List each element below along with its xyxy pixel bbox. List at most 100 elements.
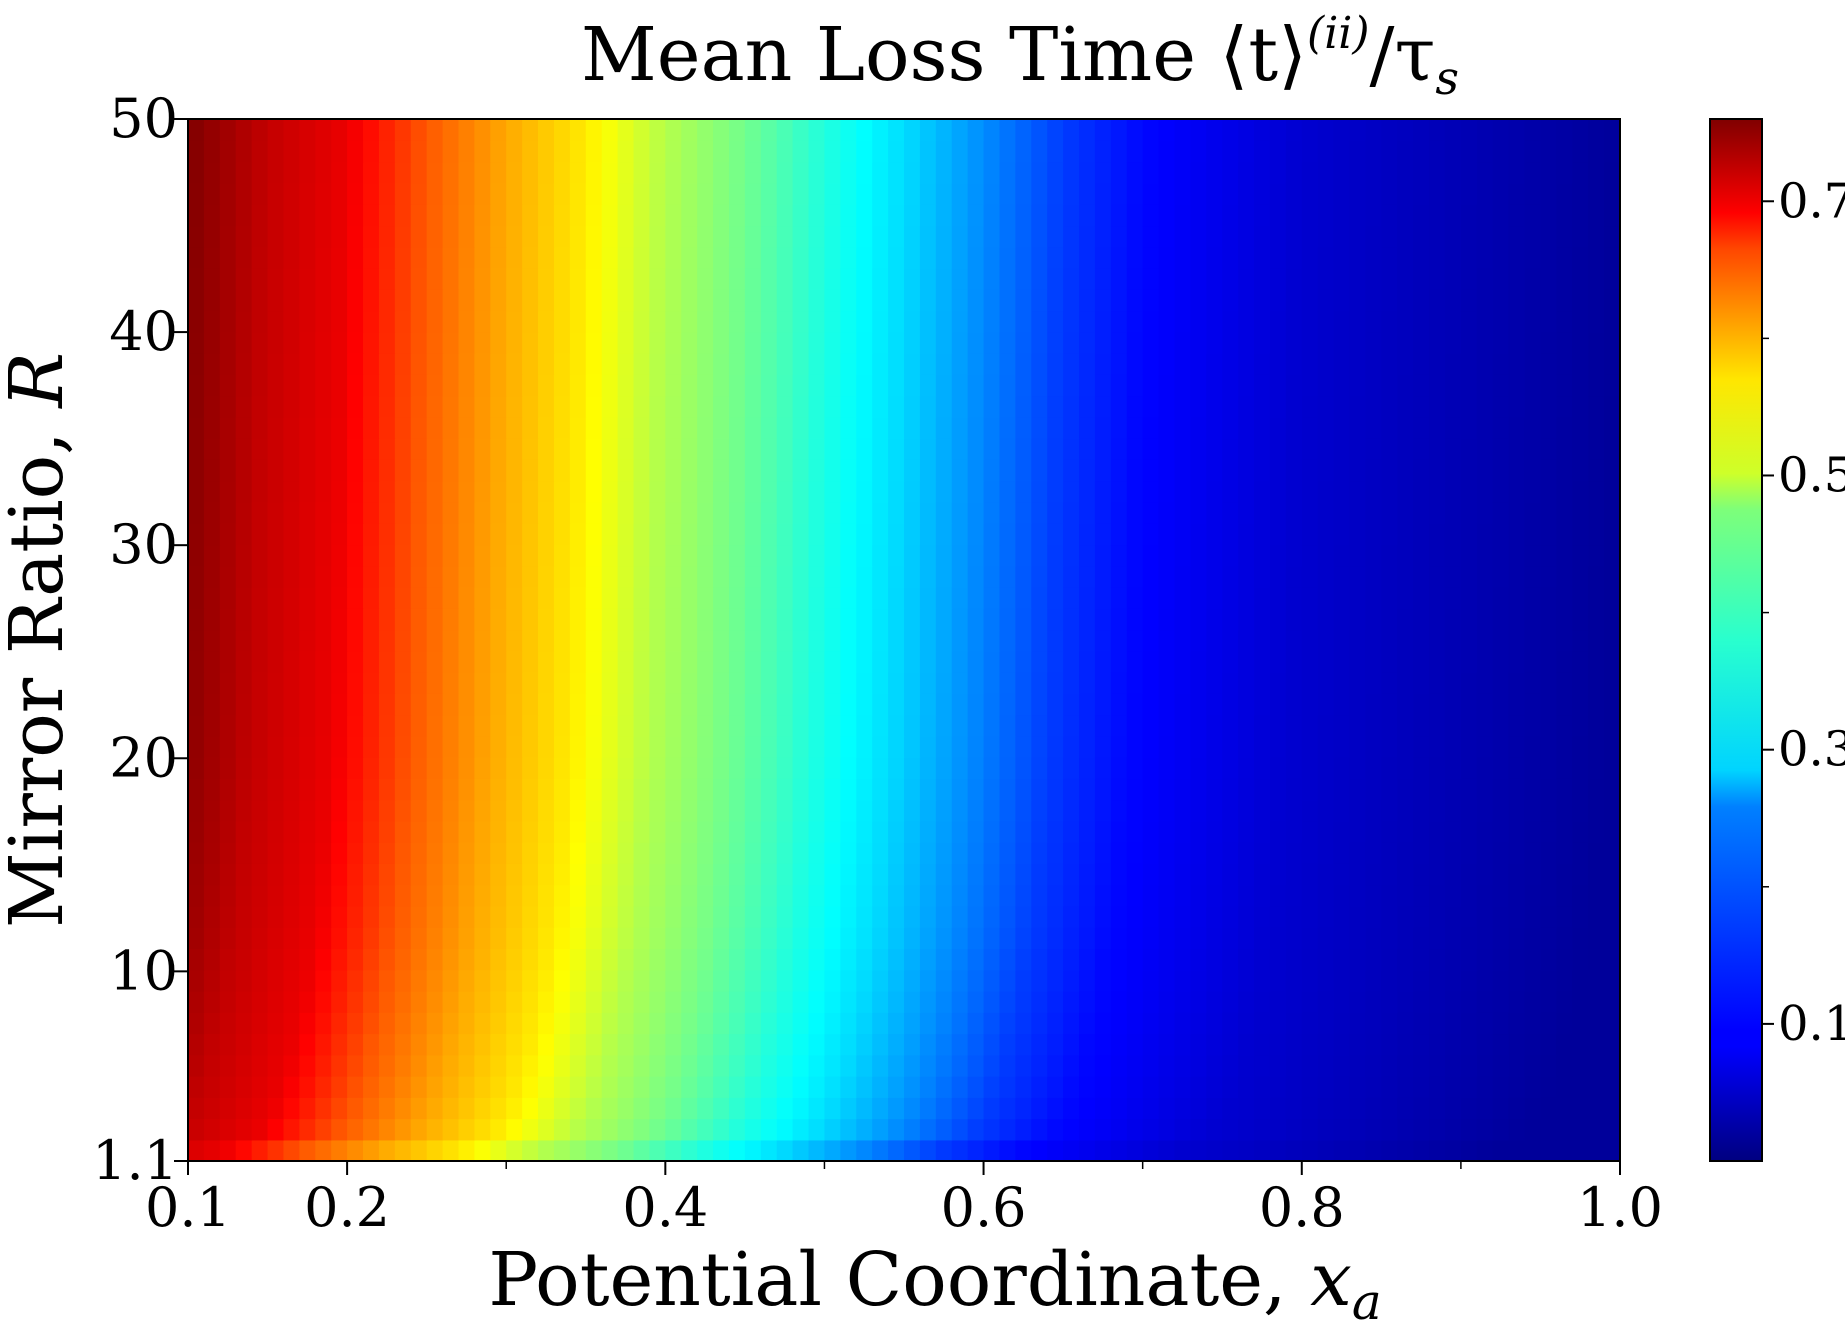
heatmap-cell bbox=[506, 501, 523, 524]
heatmap-cell bbox=[538, 161, 555, 184]
heatmap-cell bbox=[315, 778, 332, 801]
heatmap-cell bbox=[856, 331, 873, 354]
heatmap-cell bbox=[919, 225, 937, 248]
heatmap-cell bbox=[697, 246, 714, 269]
heatmap-cell bbox=[267, 927, 285, 950]
heatmap-cell bbox=[633, 820, 651, 843]
heatmap-cell bbox=[235, 586, 253, 609]
heatmap-cell bbox=[188, 1075, 205, 1098]
heatmap-cell bbox=[999, 204, 1017, 227]
heatmap-cell bbox=[824, 1118, 842, 1141]
heatmap-cell bbox=[856, 1012, 873, 1035]
heatmap-cell bbox=[219, 480, 237, 503]
heatmap-cell bbox=[188, 331, 205, 354]
heatmap-cell bbox=[347, 863, 364, 886]
heatmap-cell bbox=[1381, 927, 1398, 950]
heatmap-cell bbox=[808, 650, 826, 673]
heatmap-cell bbox=[1349, 905, 1367, 928]
heatmap-cell bbox=[235, 1075, 253, 1098]
heatmap-cell bbox=[553, 1012, 571, 1035]
heatmap-cell bbox=[1524, 331, 1542, 354]
heatmap-cell bbox=[840, 416, 857, 439]
heatmap-cell bbox=[299, 1033, 316, 1056]
heatmap-cell bbox=[935, 1097, 953, 1120]
heatmap-cell bbox=[474, 650, 492, 673]
heatmap-cell bbox=[760, 161, 778, 184]
heatmap-cell bbox=[1349, 352, 1367, 375]
heatmap-cell bbox=[1317, 927, 1335, 950]
heatmap-cell bbox=[999, 927, 1017, 950]
heatmap-cell bbox=[617, 735, 635, 758]
heatmap-cell bbox=[1285, 629, 1303, 652]
heatmap-cell bbox=[506, 671, 523, 694]
heatmap-cell bbox=[681, 352, 698, 375]
heatmap-cell bbox=[251, 778, 269, 801]
heatmap-cell bbox=[1094, 395, 1112, 418]
heatmap-cell bbox=[538, 1075, 555, 1098]
heatmap-cell bbox=[1572, 948, 1589, 971]
heatmap-cell bbox=[553, 225, 571, 248]
heatmap-cell bbox=[1158, 437, 1176, 460]
heatmap-cell bbox=[442, 501, 460, 524]
heatmap-cell bbox=[1063, 374, 1080, 397]
heatmap-cell bbox=[1094, 225, 1112, 248]
heatmap-cell bbox=[1031, 629, 1048, 652]
heatmap-cell bbox=[442, 608, 460, 631]
heatmap-cell bbox=[1572, 565, 1589, 588]
heatmap-cell bbox=[681, 1118, 698, 1141]
heatmap-cell bbox=[203, 863, 221, 886]
heatmap-cell bbox=[665, 905, 682, 928]
heatmap-cell bbox=[824, 714, 842, 737]
heatmap-cell bbox=[728, 523, 746, 546]
heatmap-cell bbox=[1126, 225, 1144, 248]
heatmap-cell bbox=[1206, 544, 1223, 567]
heatmap-cell bbox=[967, 842, 985, 864]
heatmap-cell bbox=[553, 437, 571, 460]
heatmap-cell bbox=[633, 650, 651, 673]
heatmap-cell bbox=[1094, 586, 1112, 609]
heatmap-cell bbox=[935, 778, 953, 801]
heatmap-cell bbox=[983, 331, 1001, 354]
heatmap-cell bbox=[681, 480, 698, 503]
heatmap-cell bbox=[633, 969, 651, 992]
heatmap-cell bbox=[760, 693, 778, 716]
heatmap-cell bbox=[919, 289, 937, 312]
heatmap-cell bbox=[235, 501, 253, 524]
heatmap-cell bbox=[1063, 735, 1080, 758]
heatmap-cell bbox=[1063, 331, 1080, 354]
heatmap-cell bbox=[1429, 863, 1446, 886]
heatmap-cell bbox=[1365, 119, 1383, 141]
heatmap-cell bbox=[458, 608, 476, 631]
heatmap-cell bbox=[665, 948, 682, 971]
heatmap-cell bbox=[872, 693, 889, 716]
heatmap-cell bbox=[538, 671, 555, 694]
heatmap-cell bbox=[951, 459, 969, 482]
heatmap-cell bbox=[283, 629, 301, 652]
heatmap-cell bbox=[760, 140, 778, 163]
heatmap-cell bbox=[458, 820, 476, 843]
heatmap-cell bbox=[999, 480, 1017, 503]
heatmap-cell bbox=[999, 140, 1017, 163]
heatmap-cell bbox=[363, 969, 380, 992]
heatmap-cell bbox=[331, 480, 348, 503]
heatmap-cell bbox=[601, 1075, 619, 1098]
heatmap-cell bbox=[522, 990, 539, 1013]
heatmap-cell bbox=[1142, 395, 1160, 418]
heatmap-cell bbox=[744, 565, 762, 588]
heatmap-cell bbox=[808, 331, 826, 354]
heatmap-cell bbox=[999, 842, 1017, 864]
heatmap-cell bbox=[792, 352, 810, 375]
heatmap-cell bbox=[1174, 1033, 1192, 1056]
heatmap-cell bbox=[601, 863, 619, 886]
heatmap-cell bbox=[1047, 544, 1064, 567]
heatmap-cell bbox=[904, 586, 921, 609]
heatmap-cell bbox=[633, 756, 651, 779]
heatmap-cell bbox=[1540, 1054, 1558, 1077]
heatmap-cell bbox=[315, 1118, 332, 1141]
heatmap-cell bbox=[553, 459, 571, 482]
heatmap-cell bbox=[1158, 671, 1176, 694]
heatmap-cell bbox=[744, 310, 762, 333]
heatmap-cell bbox=[426, 778, 444, 801]
heatmap-cell bbox=[1079, 544, 1096, 567]
heatmap-cell bbox=[331, 778, 348, 801]
